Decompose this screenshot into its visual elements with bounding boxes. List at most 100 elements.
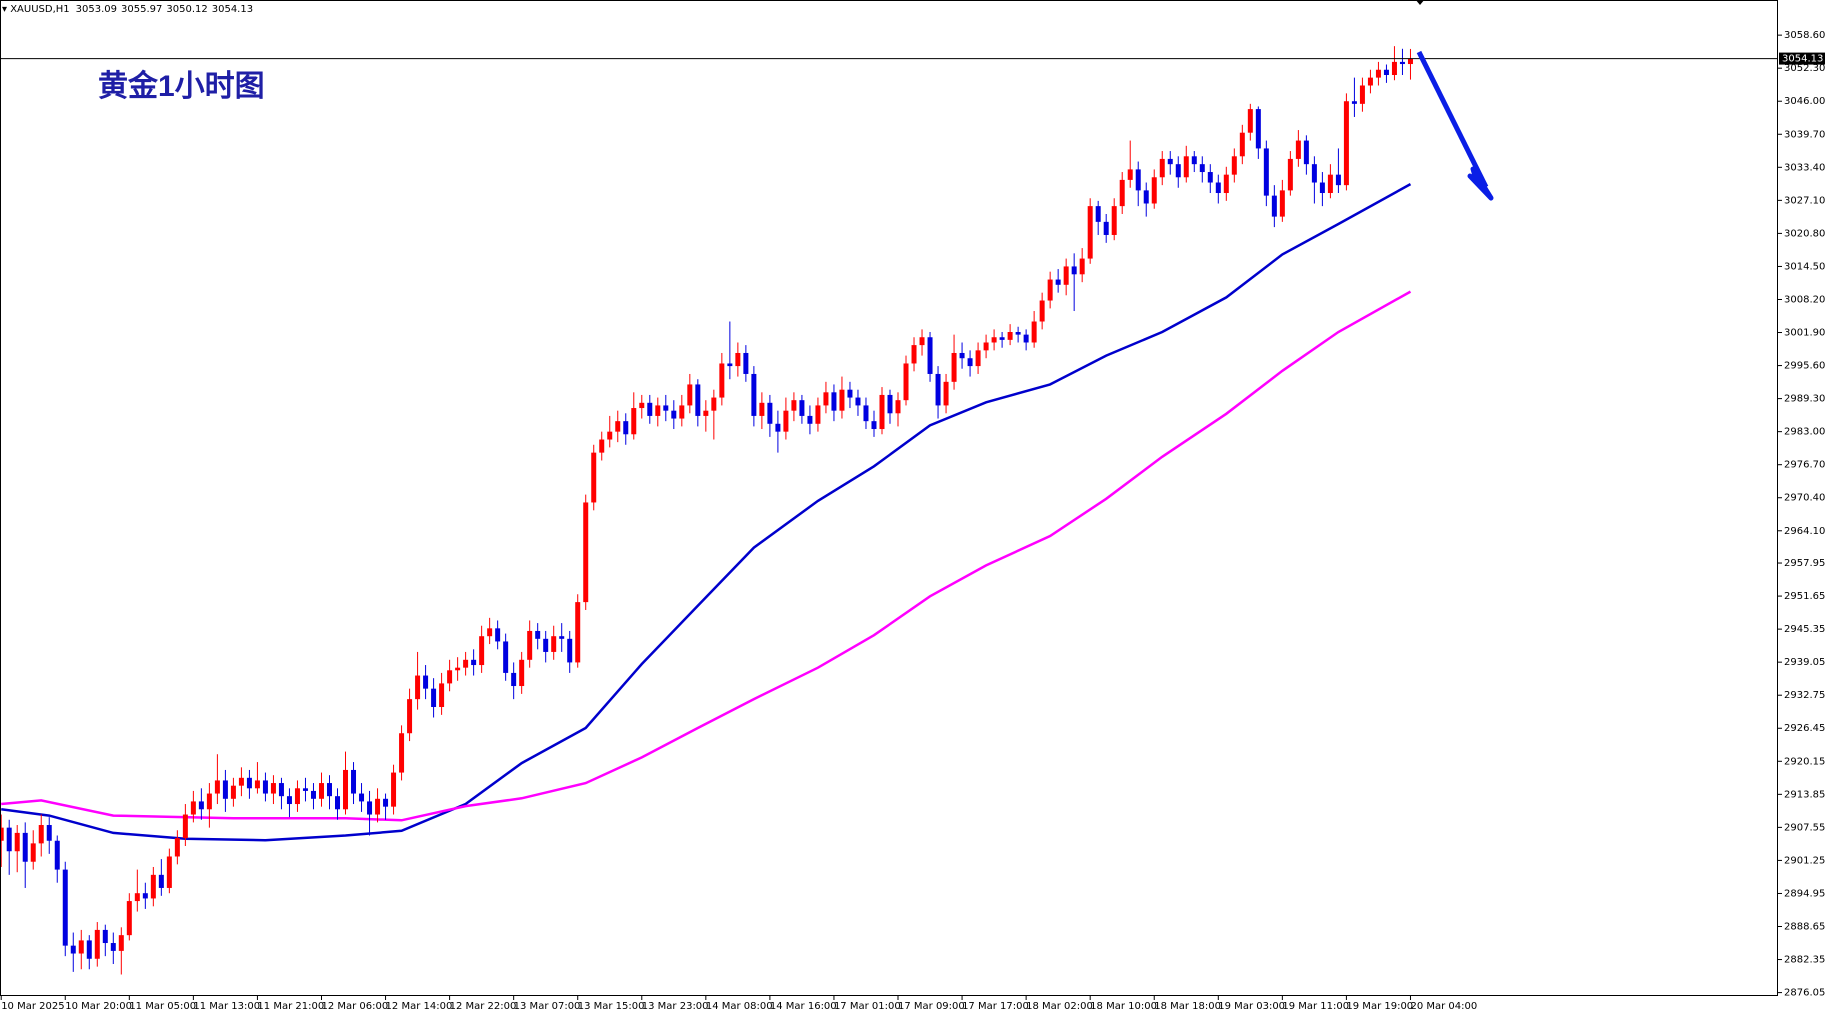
- candle-body: [318, 783, 324, 799]
- candle-body: [1295, 140, 1301, 159]
- candle-body: [174, 838, 180, 857]
- candle-body: [1231, 156, 1237, 175]
- candle-body: [447, 670, 453, 684]
- y-tick-label: 2888.65: [1784, 922, 1825, 933]
- x-tick-label: 13 Mar 07:00: [514, 1001, 581, 1012]
- candle-body: [479, 636, 485, 666]
- candle-body: [70, 945, 76, 954]
- candle-body: [407, 699, 413, 734]
- y-tick-label: 3020.80: [1784, 228, 1825, 239]
- x-tick-label: 17 Mar 09:00: [898, 1001, 965, 1012]
- candle-body: [679, 405, 685, 419]
- candle-body: [214, 780, 220, 794]
- candle-body: [871, 421, 877, 430]
- candle-body: [591, 452, 597, 503]
- candle-body: [1215, 182, 1221, 194]
- candle-body: [655, 405, 661, 416]
- candle-body: [1271, 195, 1277, 217]
- x-tick-label: 19 Mar 03:00: [1218, 1001, 1285, 1012]
- y-tick-label: 2907.55: [1784, 822, 1825, 833]
- x-tick-label: 14 Mar 16:00: [770, 1001, 837, 1012]
- y-tick-label: 3027.10: [1784, 195, 1825, 206]
- x-tick-label: 17 Mar 01:00: [834, 1001, 901, 1012]
- x-tick-label: 19 Mar 11:00: [1282, 1001, 1349, 1012]
- x-tick-label: 20 Mar 04:00: [1410, 1001, 1477, 1012]
- candle-body: [791, 400, 797, 411]
- candle-body: [487, 628, 493, 637]
- candle-body: [983, 342, 989, 351]
- candle-body: [463, 659, 469, 668]
- candle-body: [367, 801, 373, 815]
- candle-body: [599, 439, 605, 453]
- moving-averages: [1, 183, 1412, 842]
- x-tick-label: 17 Mar 17:00: [962, 1001, 1029, 1012]
- candle-body: [623, 421, 629, 435]
- candle-body: [1151, 177, 1157, 204]
- candle-body: [1311, 164, 1317, 183]
- x-tick-label: 13 Mar 23:00: [642, 1001, 709, 1012]
- candle-body: [150, 874, 156, 899]
- candle-body: [639, 402, 645, 409]
- candle-body: [1071, 266, 1077, 275]
- plot-frame: [0, 0, 1778, 996]
- candle-body: [1167, 158, 1173, 165]
- candle-body: [807, 415, 813, 424]
- candle-body: [1015, 332, 1021, 335]
- candle-body: [1047, 279, 1053, 301]
- y-tick-label: 3033.40: [1784, 162, 1825, 173]
- y-tick-label: 3001.90: [1784, 328, 1825, 339]
- y-tick-label: 2926.45: [1784, 723, 1825, 734]
- candle-body: [1103, 221, 1109, 235]
- candle-body: [1127, 169, 1133, 180]
- candle-body: [527, 630, 533, 660]
- candle-body: [1079, 258, 1085, 275]
- moving-average: [1, 290, 1412, 822]
- arrow-head: [1467, 166, 1494, 201]
- candle-body: [1343, 101, 1349, 186]
- header-high: 3055.97: [121, 4, 162, 15]
- y-tick-label: 2945.35: [1784, 624, 1825, 635]
- candle-body: [326, 783, 332, 797]
- candle-body: [951, 352, 957, 382]
- candle-body: [126, 901, 132, 936]
- candle-body: [383, 798, 389, 807]
- candle-body: [262, 780, 268, 794]
- x-tick-label: 12 Mar 22:00: [450, 1001, 517, 1012]
- x-tick-label: 19 Mar 19:00: [1346, 1001, 1413, 1012]
- candle-body: [278, 783, 284, 797]
- candle-body: [535, 630, 541, 639]
- y-tick-label: 2901.25: [1784, 855, 1825, 866]
- candle-body: [519, 659, 525, 687]
- candle-body: [799, 400, 805, 416]
- candle-body: [46, 825, 52, 841]
- candle-body: [230, 785, 236, 799]
- candle-body: [286, 796, 292, 805]
- candle-body: [391, 772, 397, 807]
- candle-body: [471, 659, 477, 666]
- candle-body: [158, 874, 164, 888]
- y-tick-label: 2876.05: [1784, 988, 1825, 999]
- candle-body: [1087, 206, 1093, 259]
- y-tick-label: 2964.10: [1784, 526, 1825, 537]
- candle-body: [1287, 158, 1293, 191]
- candle-body: [687, 384, 693, 406]
- candle-body: [759, 402, 765, 416]
- candle-body: [1247, 109, 1253, 133]
- candle-body: [62, 869, 68, 946]
- candle-body: [142, 893, 148, 899]
- candle-body: [671, 410, 677, 419]
- candle-body: [134, 893, 140, 902]
- moving-average: [1, 183, 1412, 842]
- candle-body: [543, 638, 549, 652]
- candle-body: [0, 827, 4, 841]
- candle-body: [1223, 174, 1229, 194]
- candle-body: [343, 769, 349, 810]
- candle-body: [583, 502, 589, 603]
- candle-body: [1375, 69, 1381, 78]
- x-tick-label: 18 Mar 10:00: [1090, 1001, 1157, 1012]
- y-tick-label: 2882.35: [1784, 955, 1825, 966]
- candle-body: [607, 431, 613, 440]
- candle-body: [503, 641, 509, 673]
- y-tick-label: 3052.30: [1784, 63, 1825, 74]
